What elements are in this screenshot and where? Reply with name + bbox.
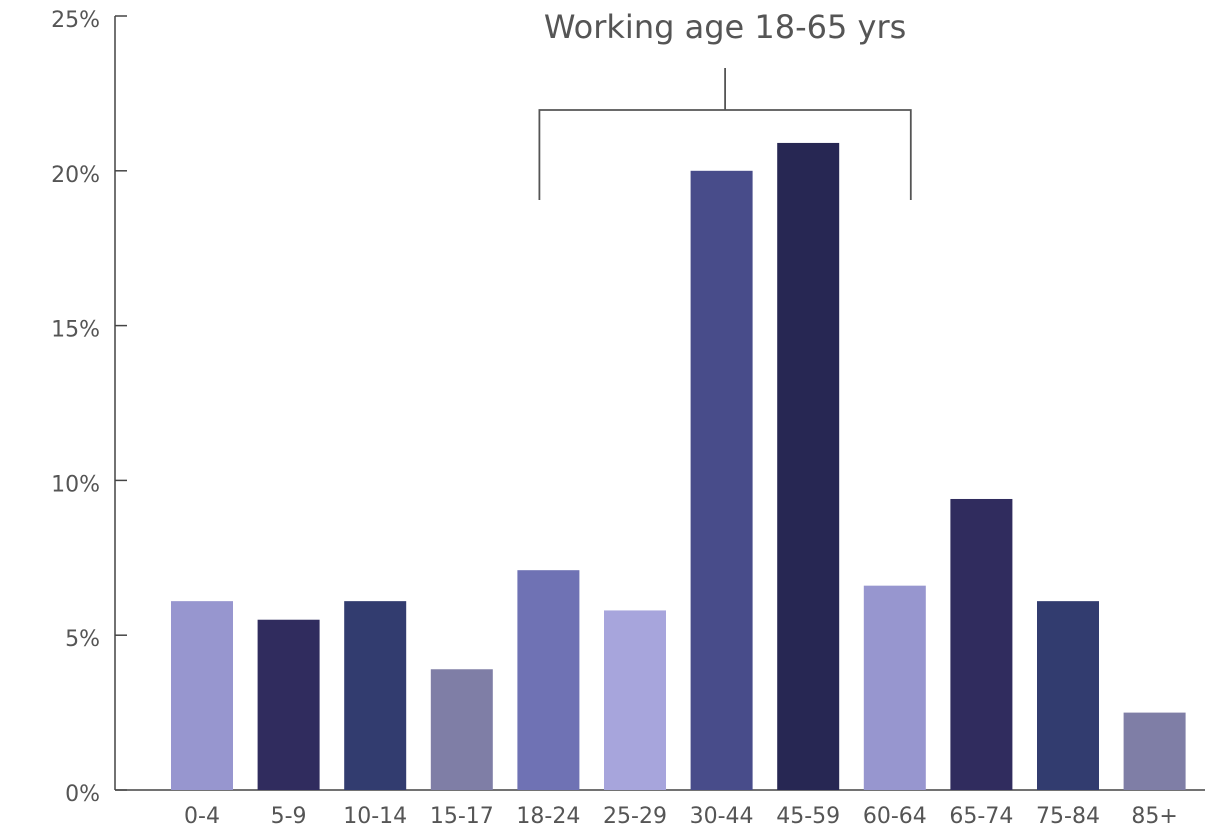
- y-tick-label: 10%: [51, 472, 100, 497]
- bar-10-14: [344, 601, 407, 790]
- working-age-label: Working age 18-65 yrs: [544, 8, 906, 46]
- x-tick-label: 0-4: [184, 804, 220, 827]
- bars: [171, 142, 1186, 791]
- x-tick-label: 18-24: [516, 804, 580, 827]
- bar-18-24: [517, 570, 580, 790]
- x-tick-label: 5-9: [271, 804, 307, 827]
- bar-65-74: [950, 498, 1013, 790]
- y-tick-label: 5%: [65, 627, 100, 652]
- x-tick-label: 10-14: [343, 804, 407, 827]
- x-tick-label: 45-59: [776, 804, 840, 827]
- x-tick-label: 25-29: [603, 804, 667, 827]
- y-tick-label: 0%: [65, 782, 100, 807]
- y-tick-label: 15%: [51, 318, 100, 343]
- bar-85+: [1123, 712, 1186, 790]
- bar-15-17: [430, 669, 493, 790]
- x-tick-label: 75-84: [1036, 804, 1100, 827]
- x-tick-label: 65-74: [949, 804, 1013, 827]
- bar-5-9: [257, 619, 320, 790]
- working-age-annotation: Working age 18-65 yrs: [538, 8, 912, 200]
- bar-45-59: [777, 142, 840, 790]
- x-tick-label: 85+: [1131, 804, 1177, 827]
- bar-75-84: [1037, 601, 1099, 790]
- y-tick-label: 20%: [51, 163, 100, 188]
- x-tick-label: 30-44: [690, 804, 754, 827]
- x-tick-label: 15-17: [430, 804, 494, 827]
- y-ticks: 0% 5% 10% 15% 20% 25%: [51, 8, 127, 807]
- x-tick-labels: 0-4 5-9 10-14 15-17 18-24 25-29 30-44 45-59 60-6…: [184, 804, 1178, 829]
- working-age-bracket: [538, 68, 912, 200]
- x-tick-label: 60-64: [863, 804, 927, 827]
- y-tick-label: 25%: [51, 8, 100, 33]
- bar-60-64: [863, 585, 926, 790]
- bar-25-29: [604, 610, 666, 790]
- bar-30-44: [690, 170, 753, 791]
- bar-0-4: [171, 601, 233, 790]
